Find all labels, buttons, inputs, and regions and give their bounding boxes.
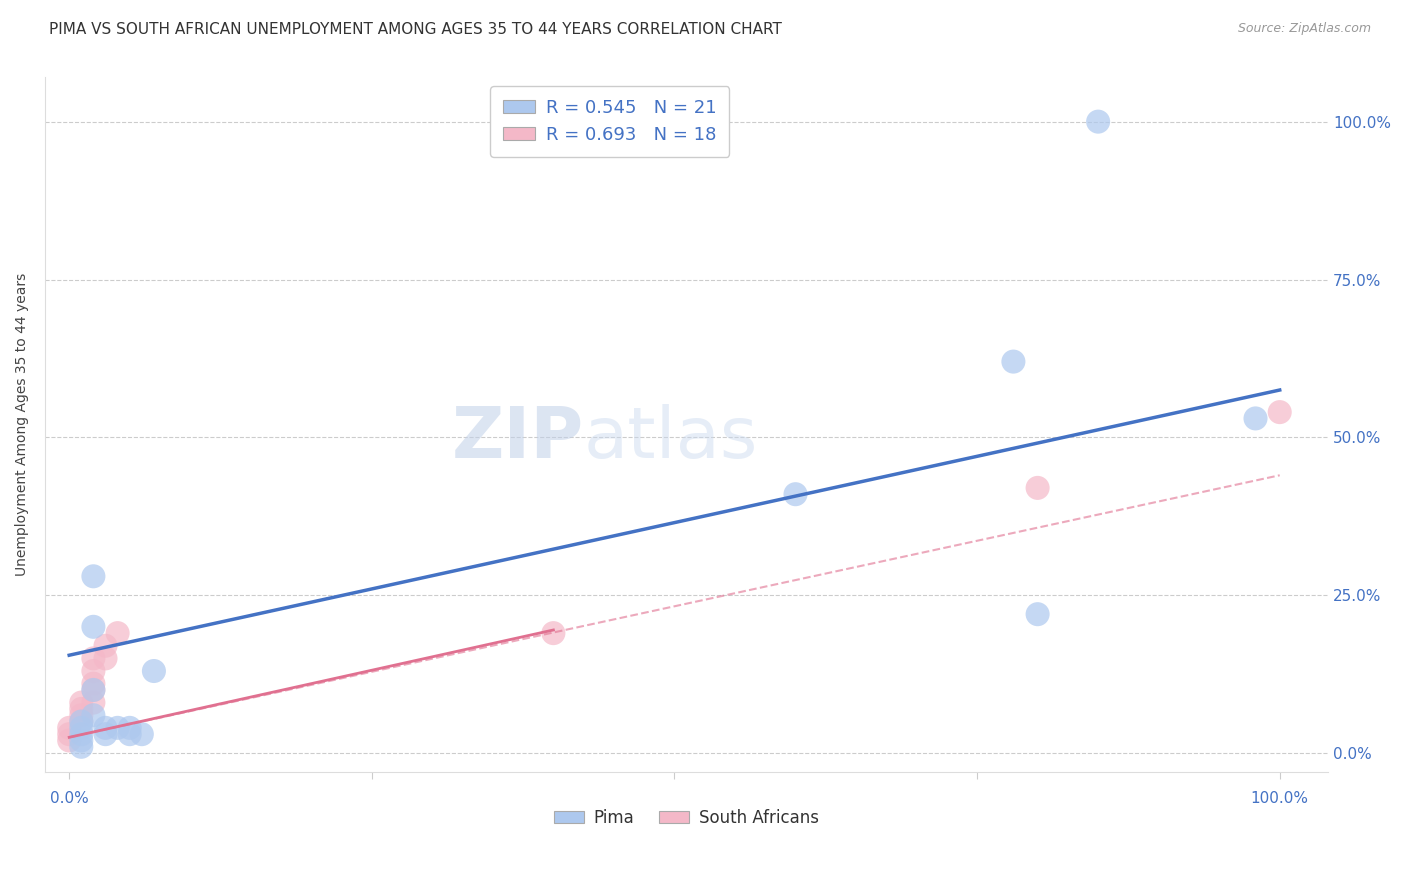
Point <box>1087 114 1109 128</box>
Point <box>70 727 93 741</box>
Text: 0.0%: 0.0% <box>49 791 89 806</box>
Text: 100.0%: 100.0% <box>1251 791 1309 806</box>
Point <box>82 569 104 583</box>
Point <box>82 664 104 678</box>
Point <box>94 651 117 665</box>
Point <box>82 676 104 690</box>
Point <box>70 714 93 729</box>
Point <box>94 727 117 741</box>
Point <box>118 721 141 735</box>
Point <box>1244 411 1267 425</box>
Point <box>1268 405 1291 419</box>
Point <box>94 639 117 653</box>
Point <box>70 702 93 716</box>
Y-axis label: Unemployment Among Ages 35 to 44 years: Unemployment Among Ages 35 to 44 years <box>15 273 30 576</box>
Point <box>58 721 80 735</box>
Point <box>58 727 80 741</box>
Point <box>82 682 104 697</box>
Point <box>1002 354 1025 368</box>
Point <box>1026 607 1049 622</box>
Point <box>142 664 165 678</box>
Point <box>785 487 807 501</box>
Point <box>70 733 93 747</box>
Point <box>82 651 104 665</box>
Point <box>131 727 153 741</box>
Text: PIMA VS SOUTH AFRICAN UNEMPLOYMENT AMONG AGES 35 TO 44 YEARS CORRELATION CHART: PIMA VS SOUTH AFRICAN UNEMPLOYMENT AMONG… <box>49 22 782 37</box>
Point <box>82 696 104 710</box>
Point <box>82 682 104 697</box>
Point <box>1026 481 1049 495</box>
Point <box>70 708 93 723</box>
Point <box>107 626 129 640</box>
Point <box>543 626 565 640</box>
Point <box>94 721 117 735</box>
Point <box>107 721 129 735</box>
Text: Source: ZipAtlas.com: Source: ZipAtlas.com <box>1237 22 1371 36</box>
Point <box>70 696 93 710</box>
Point <box>70 739 93 754</box>
Text: atlas: atlas <box>583 404 758 473</box>
Text: ZIP: ZIP <box>451 404 583 473</box>
Point <box>70 714 93 729</box>
Point <box>82 708 104 723</box>
Legend: Pima, South Africans: Pima, South Africans <box>547 802 827 833</box>
Point <box>118 727 141 741</box>
Point <box>70 721 93 735</box>
Point <box>82 620 104 634</box>
Point <box>58 733 80 747</box>
